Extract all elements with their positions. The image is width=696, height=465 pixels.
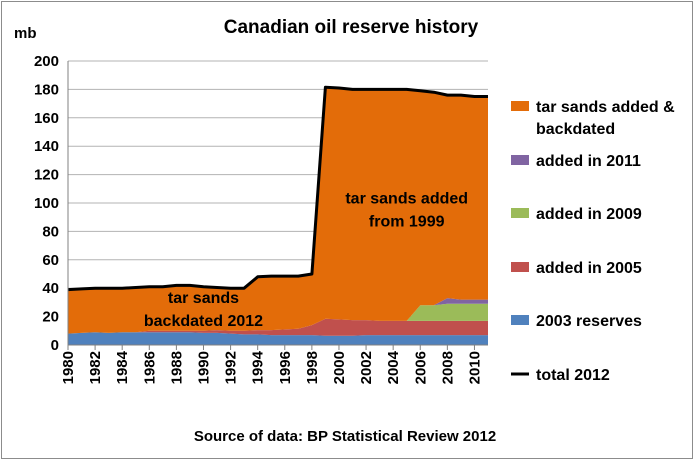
area-series-4 (68, 87, 488, 334)
annotation-label: from 1999 (369, 213, 445, 230)
tick-labels: 0 20 40 60 80 100 120 140 160 180 200 1980 1982 1984 1… (34, 53, 483, 384)
chart-title: Canadian oil reserve history (224, 17, 479, 38)
y-tick-label: 80 (42, 223, 59, 240)
x-tick-label: 1996 (277, 351, 294, 384)
x-tick-label: 2002 (358, 351, 375, 384)
legend-swatch (511, 155, 529, 165)
legend-label: added in 2005 (536, 260, 642, 277)
y-tick-label: 0 (51, 337, 59, 354)
x-tick-label: 1992 (223, 351, 240, 384)
annotation-label: tar sands added (345, 191, 468, 208)
legend-swatch (511, 208, 529, 218)
chart-frame: Canadian oil reserve history mb 0 20 40 60 8… (1, 1, 693, 459)
x-tick-label: 1980 (60, 351, 77, 384)
y-tick-label: 200 (34, 53, 59, 70)
x-tick-label: 1994 (250, 350, 267, 384)
legend-label: tar sands added & (536, 99, 675, 116)
legend-label: total 2012 (536, 367, 610, 384)
x-tick-label: 1982 (87, 351, 104, 384)
x-tick-label: 1986 (141, 351, 158, 384)
y-tick-label: 140 (34, 138, 59, 155)
legend-swatch (511, 315, 529, 325)
legend-swatch (511, 101, 529, 111)
x-tick-label: 2000 (331, 351, 348, 384)
x-tick-label: 2006 (412, 351, 429, 384)
legend-label: added in 2009 (536, 206, 642, 223)
legend-swatch (511, 262, 529, 272)
total-line (67, 85, 488, 292)
area-series-1 (68, 318, 488, 336)
legend-label: backdated (536, 121, 615, 138)
y-axis-label: mb (14, 25, 37, 42)
y-tick-label: 100 (34, 195, 59, 212)
x-tick-label: 2010 (466, 351, 483, 384)
axes (67, 61, 488, 346)
annotation-label: tar sands (168, 290, 239, 307)
x-tick-label: 1988 (168, 351, 185, 384)
y-tick-label: 60 (42, 252, 59, 269)
y-tick-label: 20 (42, 309, 59, 326)
legend-label: added in 2011 (536, 153, 641, 170)
x-tick-label: 1990 (195, 351, 212, 384)
stacked-areas (67, 85, 488, 345)
y-tick-label: 180 (34, 81, 59, 98)
legend: tar sands added & backdated added in 2011 a… (511, 99, 675, 384)
y-tick-label: 120 (34, 167, 59, 184)
legend-label: 2003 reserves (536, 313, 642, 330)
annotations: tar sands backdated 2012 tar sands added fr… (144, 191, 468, 330)
y-tick-label: 40 (42, 280, 59, 297)
area-series-0 (68, 332, 488, 345)
reserve-chart: Canadian oil reserve history mb 0 20 40 60 8… (14, 17, 675, 445)
area-series-3 (68, 298, 488, 334)
area-series-2 (68, 303, 488, 334)
x-tick-label: 1984 (114, 350, 131, 384)
x-tick-label: 2008 (439, 351, 456, 384)
source-note: Source of data: BP Statistical Review 20… (194, 428, 496, 445)
x-tick-label: 2004 (385, 350, 402, 384)
x-tick-label: 1998 (304, 351, 321, 384)
y-tick-label: 160 (34, 110, 59, 127)
annotation-label: backdated 2012 (144, 313, 263, 330)
